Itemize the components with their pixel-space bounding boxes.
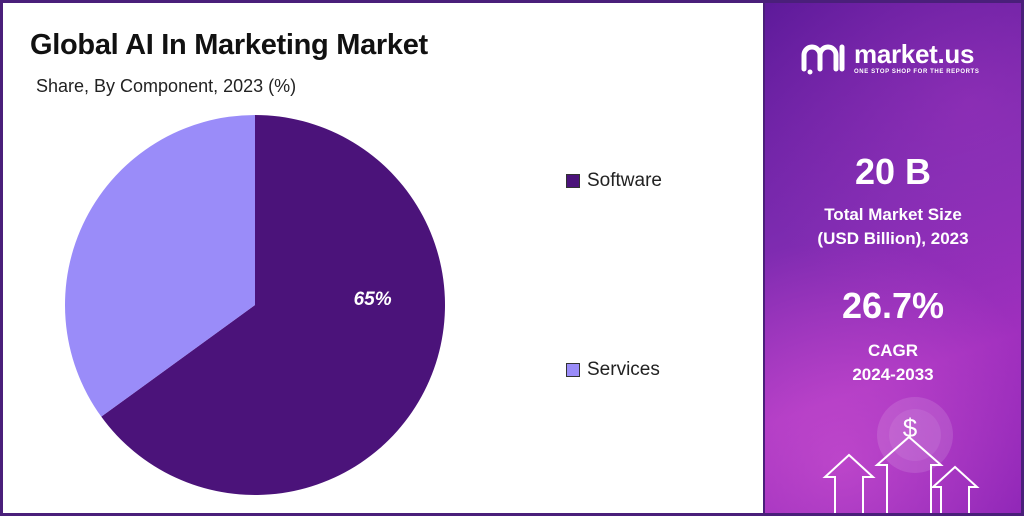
- brand-logo-block: market.us ONE STOP SHOP FOR THE REPORTS: [800, 41, 979, 75]
- pie-slice-software: [101, 115, 445, 495]
- market-size-label-line2: (USD Billion), 2023: [817, 229, 969, 248]
- brand-name: market.us: [854, 39, 975, 69]
- cagr-label-line1: CAGR: [867, 341, 919, 360]
- legend-item-services: Services: [566, 359, 660, 381]
- cagr-label-line2: 2024-2033: [852, 365, 934, 384]
- market-size-value: 20 B: [854, 151, 932, 192]
- market-size-label-line1: Total Market Size: [824, 205, 962, 224]
- legend-swatch-software: [566, 174, 580, 188]
- cagr-value: 26.7%: [841, 285, 945, 326]
- growth-arrows-icon: $: [822, 397, 980, 513]
- brand-tagline: ONE STOP SHOP FOR THE REPORTS: [854, 69, 980, 75]
- pie-chart: 65%: [64, 115, 445, 495]
- legend-label-services: Services: [587, 359, 660, 380]
- dollar-sign-icon: $: [903, 413, 918, 443]
- chart-subtitle: Share, By Component, 2023 (%): [36, 76, 297, 96]
- chart-title: Global AI In Marketing Market: [30, 29, 428, 61]
- pie-slice-services: [64, 115, 255, 417]
- market-us-logo-icon: [801, 44, 845, 75]
- data-label-software: 65%: [354, 289, 392, 310]
- legend-label-software: Software: [587, 170, 662, 191]
- panel-divider: [763, 3, 765, 513]
- legend-item-software: Software: [566, 170, 662, 192]
- chart-panel: Global AI In Marketing Market Share, By …: [3, 3, 763, 513]
- legend-swatch-services: [566, 363, 580, 377]
- summary-panel: market.us ONE STOP SHOP FOR THE REPORTS …: [765, 3, 1021, 513]
